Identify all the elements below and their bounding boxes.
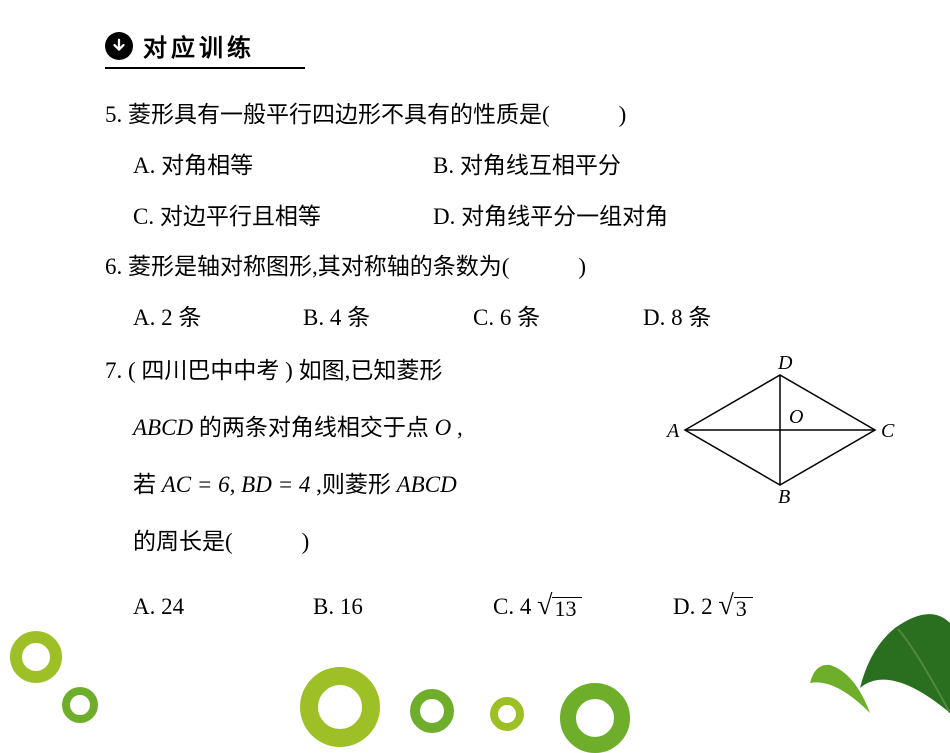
section-title-text: 对应训练 [143, 28, 255, 63]
deco-ring-icon [490, 697, 524, 731]
q7-optC: C. 4 √13 [493, 589, 673, 626]
deco-ring-icon [62, 687, 98, 723]
q7-ABCD2: ABCD [397, 472, 457, 497]
q7-eq1: = 6, [197, 472, 236, 497]
q7-eq2: = 4 [278, 472, 311, 497]
q7-line2a: 的两条对角线相交于点 [199, 415, 429, 440]
q7-ABCD: ABCD [133, 415, 193, 440]
svg-text:A: A [665, 420, 680, 442]
deco-ring-icon [410, 689, 454, 733]
q7-optA: A. 24 [133, 589, 313, 626]
q5-num: 5. [105, 102, 122, 127]
q7-line3b: ,则菱形 [316, 472, 391, 497]
svg-text:D: D [777, 355, 793, 374]
q6-optC: C. 6 条 [473, 300, 643, 337]
rhombus-diagram: D B A C O [665, 355, 895, 505]
arrow-icon [105, 32, 133, 60]
q5-optA: A. 对角相等 [133, 148, 433, 185]
q6-num: 6. [105, 254, 122, 279]
question-6: 6. 菱形是轴对称图形,其对称轴的条数为( ) A. 2 条 B. 4 条 C.… [105, 249, 895, 337]
question-7: 7. ( 四川巴中中考 ) 如图,已知菱形 ABCD 的两条对角线相交于点 O … [105, 351, 895, 626]
q7-source: ( 四川巴中中考 ) [128, 358, 293, 383]
q7-O: O [435, 415, 452, 440]
deco-ring-icon [560, 683, 630, 753]
svg-text:C: C [881, 420, 895, 442]
q6-optD: D. 8 条 [643, 300, 813, 337]
q7-line4: 的周长是( ) [133, 529, 309, 554]
q7-BD: BD [241, 472, 272, 497]
q7-num: 7. [105, 358, 122, 383]
q6-stem: 菱形是轴对称图形,其对称轴的条数为( ) [128, 254, 586, 279]
q7-line3a: 若 [133, 472, 156, 497]
q5-optB: B. 对角线互相平分 [433, 148, 621, 185]
q6-optB: B. 4 条 [303, 300, 473, 337]
q5-optD: D. 对角线平分一组对角 [433, 199, 668, 236]
question-5: 5. 菱形具有一般平行四边形不具有的性质是( ) A. 对角相等 B. 对角线互… [105, 97, 895, 235]
deco-ring-icon [300, 667, 380, 747]
q5-optC: C. 对边平行且相等 [133, 199, 433, 236]
q7-line2b: , [457, 415, 463, 440]
q7-AC: AC [162, 472, 191, 497]
q7-line1: 如图,已知菱形 [299, 358, 443, 383]
leaf-icon [800, 593, 950, 713]
svg-text:O: O [789, 406, 803, 428]
section-title: 对应训练 [105, 28, 305, 69]
q7-optB: B. 16 [313, 589, 493, 626]
q5-stem: 菱形具有一般平行四边形不具有的性质是( ) [128, 102, 626, 127]
svg-text:B: B [778, 486, 790, 505]
deco-ring-icon [10, 631, 62, 683]
q6-optA: A. 2 条 [133, 300, 303, 337]
